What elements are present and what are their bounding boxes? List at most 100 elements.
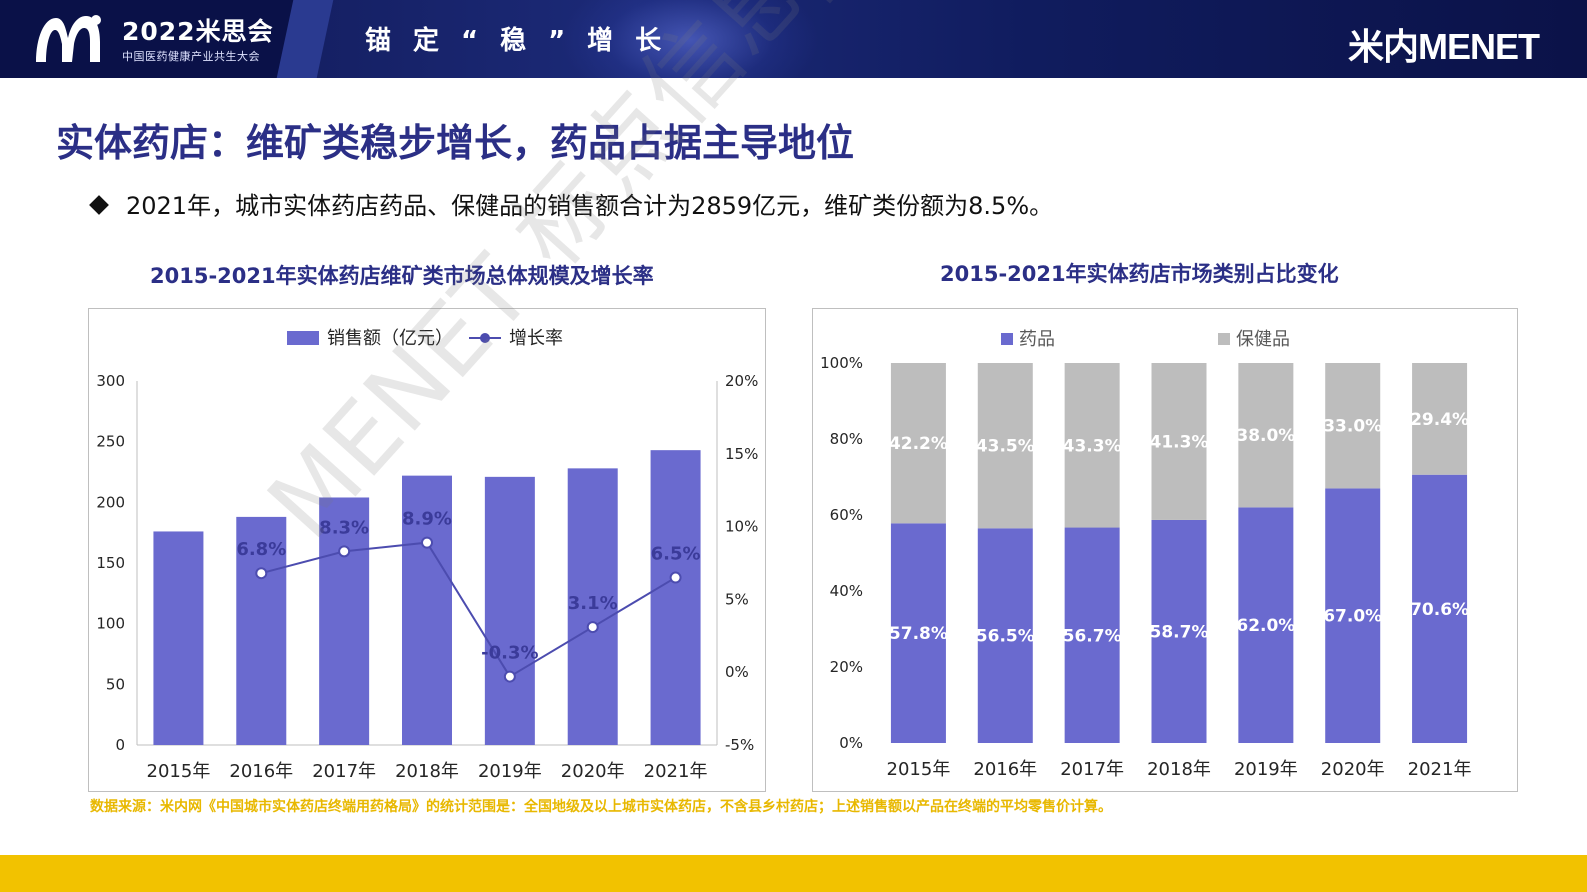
logo-year-text: 2022米思会 bbox=[122, 17, 274, 46]
drug-share-bar bbox=[1238, 507, 1294, 743]
x-axis-category-label: 2021年 bbox=[644, 761, 708, 782]
health-product-share-bar bbox=[1238, 363, 1294, 508]
x-axis-category-label: 2016年 bbox=[973, 759, 1037, 780]
logo-block bbox=[0, 0, 300, 78]
right-axis-tick-label: 10% bbox=[725, 518, 758, 536]
legend-growth-marker bbox=[480, 333, 490, 343]
drug-share-label: 58.7% bbox=[1150, 622, 1209, 642]
sales-bar bbox=[319, 497, 370, 745]
health-product-share-label: 38.0% bbox=[1236, 426, 1295, 446]
vitamin-market-chart-panel: 0 50 100 150 200 250 300 -5% 0% 5% 10% 15% 20% 2015年 2… bbox=[88, 308, 766, 792]
drug-share-label: 67.0% bbox=[1323, 607, 1382, 627]
growth-rate-label: 6.5% bbox=[651, 544, 701, 565]
x-axis-category-label: 2017年 bbox=[1060, 759, 1124, 780]
health-product-share-label: 42.2% bbox=[889, 434, 948, 454]
growth-rate-label: 3.1% bbox=[568, 593, 618, 614]
drug-share-bar bbox=[1151, 519, 1207, 743]
sales-bar bbox=[236, 516, 287, 745]
drug-share-bar bbox=[1412, 474, 1468, 743]
drug-share-bar bbox=[1064, 527, 1120, 743]
key-finding-bullet: 2021年，城市实体药店药品、保健品的销售额合计为2859亿元，维矿类份额为8.… bbox=[89, 186, 1053, 221]
legend-drug-swatch bbox=[1001, 333, 1013, 345]
legend-sales-label: 销售额（亿元） bbox=[327, 328, 453, 349]
drug-share-label: 57.8% bbox=[889, 624, 948, 644]
sales-bar bbox=[484, 476, 535, 745]
growth-rate-label: 6.8% bbox=[236, 539, 286, 560]
x-axis-category-label: 2019年 bbox=[478, 761, 542, 782]
x-axis-category-label: 2020年 bbox=[561, 761, 625, 782]
right-axis-tick-label: -5% bbox=[725, 736, 754, 754]
health-product-share-label: 33.0% bbox=[1323, 417, 1382, 437]
health-product-share-bar bbox=[890, 363, 946, 524]
drug-share-label: 62.0% bbox=[1236, 616, 1295, 636]
left-axis-tick-label: 100 bbox=[96, 615, 125, 633]
chart2-title: 2015-2021年实体药店市场类别占比变化 bbox=[940, 262, 1339, 286]
left-axis-tick-label: 250 bbox=[96, 433, 125, 451]
left-axis-tick-label: 300 bbox=[96, 372, 125, 390]
top-banner: 2022米思会 中国医药健康产业共生大会 锚定“稳”增长 米内MENET bbox=[0, 0, 1587, 78]
logo-subtitle: 中国医药健康产业共生大会 bbox=[122, 50, 260, 63]
growth-rate-point bbox=[503, 670, 516, 683]
drug-share-label: 70.6% bbox=[1410, 600, 1469, 620]
legend-health-label: 保健品 bbox=[1236, 329, 1290, 350]
slide-title: 实体药店：维矿类稳步增长，药品占据主导地位 bbox=[56, 121, 855, 165]
y-axis-tick-label: 0% bbox=[839, 734, 863, 752]
y-axis-tick-label: 40% bbox=[830, 582, 863, 600]
sales-bar bbox=[650, 450, 701, 745]
sales-bar bbox=[402, 475, 452, 745]
right-axis-tick-label: 5% bbox=[725, 590, 749, 608]
x-axis-category-label: 2015年 bbox=[887, 759, 951, 780]
banner-glow bbox=[560, 0, 820, 78]
right-axis-tick-label: 0% bbox=[725, 663, 749, 681]
health-product-share-bar bbox=[1064, 363, 1120, 528]
category-share-chart: 0% 20% 40% 60% 80% 100% 57.8% 42.2% 2015年 56.5% 43… bbox=[820, 329, 1472, 780]
category-share-chart-panel: 0% 20% 40% 60% 80% 100% 57.8% 42.2% 2015年 56.5% 43… bbox=[812, 308, 1518, 792]
health-product-share-bar bbox=[1151, 363, 1207, 520]
drug-share-label: 56.5% bbox=[976, 627, 1035, 647]
x-axis-category-label: 2017年 bbox=[312, 761, 376, 782]
left-axis-tick-label: 150 bbox=[96, 554, 125, 572]
y-axis-tick-label: 20% bbox=[830, 658, 863, 676]
health-product-share-label: 41.3% bbox=[1150, 432, 1209, 452]
sales-bar bbox=[567, 468, 618, 745]
growth-rate-label: 8.3% bbox=[319, 517, 369, 538]
data-source-note: 数据来源：米内网《中国城市实体药店终端用药格局》的统计范围是：全国地级及以上城市… bbox=[90, 799, 1112, 815]
growth-rate-point bbox=[421, 536, 433, 549]
legend-drug-label: 药品 bbox=[1019, 329, 1055, 350]
growth-rate-label: 8.9% bbox=[402, 509, 452, 530]
health-product-share-label: 43.5% bbox=[976, 437, 1035, 457]
drug-share-label: 56.7% bbox=[1063, 626, 1122, 646]
drug-share-bar bbox=[890, 523, 946, 743]
x-axis-category-label: 2021年 bbox=[1408, 759, 1472, 780]
growth-rate-point bbox=[338, 545, 351, 558]
growth-rate-label: -0.3% bbox=[481, 643, 538, 664]
health-product-share-label: 29.4% bbox=[1410, 410, 1469, 430]
y-axis-tick-label: 100% bbox=[820, 354, 863, 372]
vitamin-market-chart: 0 50 100 150 200 250 300 -5% 0% 5% 10% 15% 20% 2015年 2… bbox=[96, 328, 758, 782]
x-axis-category-label: 2020年 bbox=[1321, 759, 1385, 780]
left-axis-tick-label: 50 bbox=[106, 675, 125, 693]
diamond-bullet-icon bbox=[89, 195, 109, 215]
health-product-share-label: 43.3% bbox=[1063, 436, 1122, 456]
menet-brand-logo: 米内MENET bbox=[1347, 26, 1540, 67]
x-axis-category-label: 2015年 bbox=[147, 761, 211, 782]
growth-rate-point bbox=[586, 621, 599, 634]
drug-share-bar bbox=[1325, 488, 1381, 743]
footer-bar bbox=[0, 855, 1587, 892]
health-product-share-bar bbox=[977, 363, 1033, 529]
sales-bar bbox=[153, 531, 204, 745]
chart1-title: 2015-2021年实体药店维矿类市场总体规模及增长率 bbox=[150, 264, 654, 288]
x-axis-category-label: 2018年 bbox=[1147, 759, 1211, 780]
x-axis-category-label: 2018年 bbox=[395, 761, 459, 782]
health-product-share-bar bbox=[1325, 363, 1381, 489]
left-axis-tick-label: 200 bbox=[96, 493, 125, 511]
growth-rate-point bbox=[669, 571, 682, 584]
y-axis-tick-label: 60% bbox=[830, 506, 863, 524]
misihui-logo-icon bbox=[36, 15, 101, 62]
legend-health-swatch bbox=[1218, 333, 1230, 345]
y-axis-tick-label: 80% bbox=[830, 430, 863, 448]
right-axis-tick-label: 20% bbox=[725, 372, 758, 390]
growth-rate-line bbox=[261, 541, 677, 678]
legend-sales-swatch bbox=[287, 331, 319, 345]
drug-share-bar bbox=[977, 528, 1033, 743]
